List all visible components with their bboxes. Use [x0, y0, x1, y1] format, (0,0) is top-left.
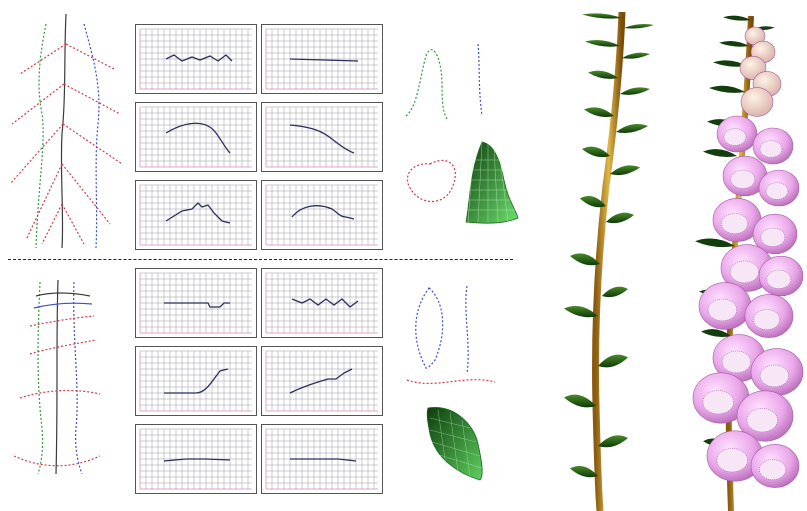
leaf	[701, 329, 731, 337]
rendered-stem-with-leaves	[564, 11, 654, 511]
outline-curves-bottom	[406, 285, 496, 384]
plot-1	[135, 24, 257, 94]
flower-throat	[721, 350, 751, 374]
plot-10	[261, 346, 383, 416]
leaf	[580, 196, 606, 208]
flower-throat	[759, 364, 789, 388]
leaf	[584, 107, 614, 118]
leaf	[709, 85, 745, 93]
plot-8	[261, 268, 383, 338]
leaf	[582, 146, 610, 158]
plot-8-curve	[291, 298, 359, 308]
leaf	[585, 40, 620, 47]
flower-throat	[759, 459, 787, 480]
leaf	[624, 24, 654, 29]
flower-throat	[721, 213, 749, 234]
flower-throat	[746, 408, 778, 433]
plot-6-curve	[291, 205, 355, 220]
plot-5-curve	[165, 202, 231, 224]
leaf	[719, 41, 749, 47]
plot-12-curve	[290, 458, 357, 462]
flower-throat	[760, 227, 786, 247]
flower-throat	[716, 448, 748, 473]
leaf	[606, 212, 634, 224]
rendered-foxglove	[692, 15, 804, 511]
flower-bud	[740, 87, 774, 117]
leaf	[588, 70, 618, 79]
plot-3	[135, 102, 257, 172]
flower-throat	[766, 269, 792, 289]
plot-4	[261, 102, 383, 172]
flower-throat	[753, 309, 781, 330]
petal-skeleton-bottom	[13, 279, 101, 475]
plot-7-curve	[164, 302, 230, 308]
leaf-skeleton-top	[9, 14, 123, 248]
leaf	[610, 165, 640, 176]
flower-throat	[730, 169, 756, 189]
plot-9-curve	[164, 368, 229, 394]
flower-throat	[729, 260, 759, 284]
leaf	[582, 13, 622, 19]
leaf	[570, 253, 600, 266]
plot-2	[261, 24, 383, 94]
leaf	[713, 60, 747, 67]
flower-throat	[707, 298, 737, 322]
leaf	[723, 15, 751, 21]
plot-11	[135, 424, 257, 494]
leaf	[695, 238, 735, 248]
leaf	[570, 466, 598, 478]
plot-11-curve	[163, 458, 231, 462]
plot-6	[261, 180, 383, 250]
plot-4-curve	[289, 124, 355, 154]
leaf	[703, 149, 737, 157]
leaf	[602, 286, 628, 298]
plot-3-curve	[165, 122, 231, 154]
leaf	[622, 52, 650, 59]
section-divider	[8, 259, 513, 260]
leaf	[616, 124, 648, 133]
leaf	[598, 354, 628, 368]
flower-throat	[765, 182, 789, 200]
petal-mesh	[426, 407, 483, 481]
plot-2-curve	[289, 58, 359, 62]
outline-curves-top	[405, 43, 483, 202]
leaf	[564, 394, 596, 408]
plot-9	[135, 346, 257, 416]
plot-10-curve	[289, 368, 353, 394]
plot-12	[261, 424, 383, 494]
flower-throat	[759, 140, 783, 158]
leaf	[620, 87, 650, 95]
leaf-mesh-cone	[465, 141, 519, 224]
flower-throat	[723, 128, 747, 146]
plot-1-curve	[165, 54, 233, 62]
flower-throat	[702, 390, 734, 415]
leaf	[564, 306, 598, 318]
plot-7	[135, 268, 257, 338]
plot-5	[135, 180, 257, 250]
leaf	[598, 435, 628, 448]
